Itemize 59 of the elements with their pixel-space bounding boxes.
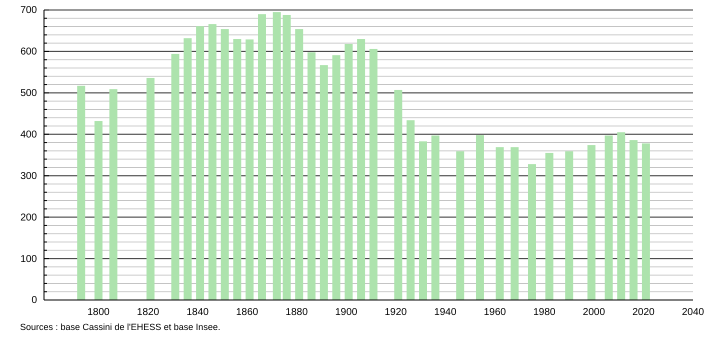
x-tick-label: 1840 <box>186 307 210 318</box>
bar <box>496 147 504 300</box>
bar <box>233 39 242 300</box>
bar <box>258 14 266 300</box>
bar <box>406 120 415 300</box>
bar <box>272 12 281 300</box>
bar <box>282 14 291 300</box>
x-tick-label: 1860 <box>236 307 259 318</box>
bar <box>246 39 254 300</box>
bar <box>220 29 229 300</box>
bar <box>357 39 366 300</box>
bar <box>476 135 484 300</box>
bar <box>94 121 102 300</box>
y-tick-label: 300 <box>20 170 38 182</box>
bar <box>528 164 536 300</box>
bar <box>196 26 204 300</box>
bar <box>320 65 328 300</box>
bar <box>171 54 180 300</box>
x-tick-label: 1920 <box>384 307 408 318</box>
x-tick-label: 1900 <box>335 307 358 318</box>
y-tick-label: 600 <box>20 46 38 58</box>
x-tick-label: 1820 <box>136 307 160 318</box>
bar <box>565 151 574 300</box>
bar <box>295 29 304 300</box>
bar <box>77 86 86 300</box>
bar <box>418 141 427 300</box>
bar <box>642 143 650 300</box>
x-tick-label: 2020 <box>632 307 656 318</box>
y-tick-label: 400 <box>20 129 38 140</box>
x-tick-label: 1800 <box>87 307 110 318</box>
x-tick-label: 2040 <box>682 307 705 318</box>
y-tick-label: 0 <box>31 295 38 306</box>
y-tick-label: 200 <box>20 212 38 224</box>
x-tick-label: 1960 <box>484 307 506 318</box>
bar <box>184 38 192 300</box>
y-tick-label: 100 <box>20 254 38 265</box>
bar <box>617 132 626 300</box>
x-tick-label: 2000 <box>582 307 606 318</box>
x-tick-label: 1940 <box>434 307 457 318</box>
bar <box>604 136 613 300</box>
bar <box>510 147 519 300</box>
y-tick-label: 500 <box>20 88 38 100</box>
bar <box>456 151 464 300</box>
bar <box>394 90 402 300</box>
x-tick-label: 1880 <box>286 307 308 318</box>
bar <box>208 24 216 300</box>
x-tick-label: 1980 <box>533 307 556 318</box>
bar <box>545 152 554 300</box>
bar <box>630 140 638 300</box>
y-tick-label: 700 <box>20 5 38 16</box>
bar <box>332 55 340 300</box>
bar <box>369 48 378 300</box>
bar <box>344 44 353 300</box>
bar <box>308 52 316 300</box>
source-note: Sources : base Cassini de l'EHESS et base Insee. <box>20 322 220 332</box>
bar <box>587 145 596 300</box>
bar <box>146 78 155 300</box>
bar <box>109 89 118 300</box>
bar <box>431 136 440 300</box>
